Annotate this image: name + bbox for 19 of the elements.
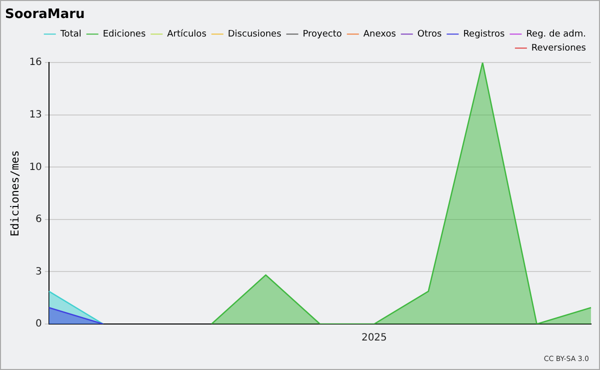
legend-label: Ediciones xyxy=(102,29,146,40)
legend-label: Otros xyxy=(417,29,442,40)
y-tick-label: 16 xyxy=(29,57,42,68)
legend-label: Proyecto xyxy=(302,29,342,40)
legend-label: Total xyxy=(59,29,82,40)
legend-label: Registros xyxy=(463,29,506,40)
y-tick-label: 0 xyxy=(36,318,42,330)
legend-label: Reg. de adm. xyxy=(526,29,586,40)
legend-label: Artículos xyxy=(167,28,207,40)
y-tick-label: 13 xyxy=(29,109,42,120)
legend-label: Discusiones xyxy=(228,29,282,40)
y-tick-label: 6 xyxy=(36,214,42,226)
y-tick-label: 10 xyxy=(29,162,42,173)
y-tick-label: 3 xyxy=(36,266,42,278)
chart-title: SooraMaru xyxy=(5,7,85,22)
legend-label: Anexos xyxy=(363,29,396,40)
x-tick-label: 2025 xyxy=(361,332,387,344)
y-axis-title: Ediciones/mes xyxy=(8,150,22,236)
legend-label: Reversiones xyxy=(531,43,586,54)
